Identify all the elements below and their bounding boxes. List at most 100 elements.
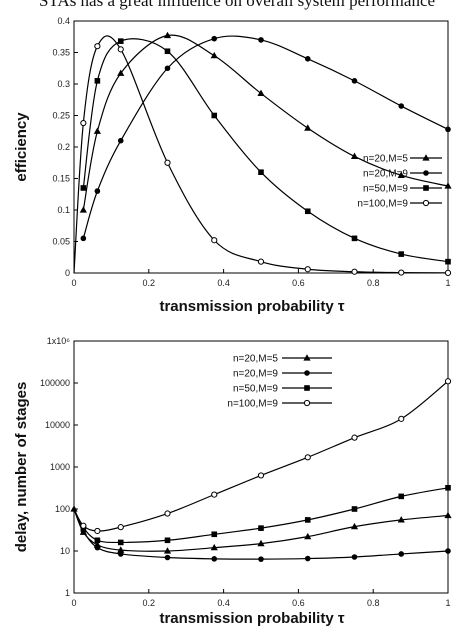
efficiency-data-point bbox=[93, 127, 101, 134]
efficiency-legend-label: n=20,M=9 bbox=[363, 169, 408, 180]
efficiency-legend: n=20,M=5 n=20,M=9 n=50,M=9 n=100,M=9 bbox=[357, 154, 442, 210]
delay-data-point bbox=[80, 522, 87, 529]
delay-y-tick-label: 1 bbox=[65, 588, 70, 598]
efficiency-x-tick-label: 0.2 bbox=[143, 278, 156, 288]
efficiency-data-point bbox=[211, 112, 218, 119]
efficiency-data-point bbox=[117, 137, 124, 144]
efficiency-data-point bbox=[164, 65, 171, 72]
delay-data-point bbox=[94, 544, 101, 551]
delay-legend-label: n=50,M=9 bbox=[233, 384, 278, 395]
delay-series-line bbox=[73, 487, 449, 544]
efficiency-data-point bbox=[304, 56, 311, 62]
efficiency-series-line bbox=[82, 35, 449, 239]
delay-data-point bbox=[257, 539, 265, 547]
efficiency-data-point bbox=[117, 38, 124, 44]
delay-data-point bbox=[70, 505, 78, 512]
delay-legend-label: n=20,M=5 bbox=[233, 354, 278, 365]
delay-data-point bbox=[350, 522, 359, 530]
delay-y-tick-label: 1000 bbox=[50, 462, 70, 472]
efficiency-x-tick-label: 0.6 bbox=[292, 278, 305, 288]
efficiency-legend-label: n=50,M=9 bbox=[363, 184, 408, 195]
efficiency-data-point bbox=[163, 31, 172, 39]
efficiency-data-point bbox=[210, 51, 218, 59]
delay-data-point bbox=[397, 516, 405, 523]
delay-data-point bbox=[398, 493, 405, 500]
delay-data-point bbox=[351, 506, 358, 512]
delay-legend-marker bbox=[304, 385, 310, 391]
efficiency-y-axis-label: efficiency bbox=[13, 112, 30, 182]
efficiency-x-tick-label: 0.8 bbox=[367, 278, 380, 288]
delay-data-point bbox=[258, 525, 264, 531]
efficiency-x-tick-label: 0.4 bbox=[217, 278, 230, 288]
efficiency-data-point bbox=[445, 126, 451, 133]
efficiency-data-point bbox=[398, 251, 405, 257]
delay-x-tick-label: 0 bbox=[71, 598, 76, 608]
efficiency-series bbox=[73, 31, 452, 276]
efficiency-y-tick-label: 0.25 bbox=[52, 111, 70, 121]
efficiency-y-tick-label: 0.15 bbox=[52, 174, 70, 184]
efficiency-x-ticks: 0 0.2 0.4 0.6 0.8 1 bbox=[71, 269, 451, 288]
efficiency-data-point bbox=[94, 78, 101, 84]
efficiency-data-point bbox=[164, 159, 171, 166]
efficiency-series-line bbox=[82, 38, 449, 263]
delay-x-ticks: 0 0.2 0.4 0.6 0.8 1 bbox=[71, 589, 451, 608]
delay-data-point bbox=[94, 527, 101, 535]
efficiency-data-point bbox=[350, 152, 359, 160]
delay-x-tick-label: 1 bbox=[445, 598, 450, 608]
delay-legend-label: n=20,M=9 bbox=[233, 369, 278, 380]
delay-data-point bbox=[444, 511, 452, 519]
delay-data-point bbox=[117, 539, 124, 546]
delay-data-point bbox=[351, 434, 358, 441]
efficiency-plot-frame bbox=[73, 20, 449, 274]
delay-data-point bbox=[258, 556, 264, 562]
efficiency-data-point bbox=[258, 169, 264, 175]
delay-chart: 0 0.2 0.4 0.6 0.8 1 1 10 100 1000 10000 100000 1x10… bbox=[13, 336, 452, 627]
efficiency-data-point bbox=[444, 182, 452, 189]
efficiency-data-point bbox=[257, 89, 265, 97]
efficiency-data-point bbox=[117, 69, 125, 76]
delay-legend: n=20,M=5 n=20,M=9 n=50,M=9 n=100,M=9 bbox=[227, 354, 332, 410]
efficiency-data-point bbox=[211, 237, 218, 244]
efficiency-data-point bbox=[397, 171, 405, 178]
efficiency-data-point bbox=[211, 35, 218, 42]
delay-series-n-100-m-9 bbox=[73, 378, 452, 535]
efficiency-data-point bbox=[304, 266, 311, 273]
delay-data-point bbox=[117, 524, 124, 531]
delay-legend-marker bbox=[304, 370, 310, 376]
delay-data-point bbox=[304, 532, 312, 540]
delay-y-ticks: 1 10 100 1000 10000 100000 1x10⁶ bbox=[40, 336, 78, 598]
delay-x-axis-label: transmission probability τ bbox=[159, 610, 344, 627]
delay-data-point bbox=[351, 554, 358, 560]
delay-y-tick-label: 100000 bbox=[40, 378, 70, 388]
efficiency-y-tick-label: 0.4 bbox=[57, 16, 70, 26]
efficiency-data-point bbox=[398, 269, 405, 276]
efficiency-data-point bbox=[94, 188, 101, 194]
delay-series-n-20-m-5 bbox=[70, 505, 452, 554]
delay-y-tick-label: 10000 bbox=[45, 420, 70, 430]
delay-y-tick-label: 1x10⁶ bbox=[47, 336, 71, 346]
delay-data-point bbox=[94, 537, 101, 544]
efficiency-y-tick-label: 0.05 bbox=[52, 237, 70, 247]
delay-y-axis-label: delay, number of stages bbox=[13, 382, 30, 553]
efficiency-data-point bbox=[258, 37, 264, 43]
efficiency-data-point bbox=[351, 78, 358, 84]
efficiency-y-tick-label: 0.35 bbox=[52, 48, 70, 58]
efficiency-data-point bbox=[94, 43, 101, 50]
efficiency-data-point bbox=[444, 269, 452, 276]
efficiency-data-point bbox=[164, 48, 171, 55]
efficiency-data-point bbox=[117, 46, 124, 53]
efficiency-legend-label: n=100,M=9 bbox=[357, 199, 408, 210]
efficiency-data-point bbox=[79, 206, 87, 213]
delay-data-point bbox=[444, 378, 452, 385]
efficiency-series-n-20-m-9 bbox=[80, 35, 451, 242]
efficiency-legend-marker bbox=[422, 199, 430, 207]
delay-data-point bbox=[257, 472, 265, 479]
delay-x-tick-label: 0.2 bbox=[143, 598, 156, 608]
delay-series-line bbox=[73, 508, 449, 560]
delay-series bbox=[70, 378, 452, 562]
efficiency-chart: 0 0.2 0.4 0.6 0.8 1 0 0.05 0.1 0.15 0.2 0.25 0.3 0.3… bbox=[13, 16, 452, 315]
efficiency-data-point bbox=[304, 124, 312, 131]
delay-series-n-20-m-9 bbox=[73, 508, 451, 562]
